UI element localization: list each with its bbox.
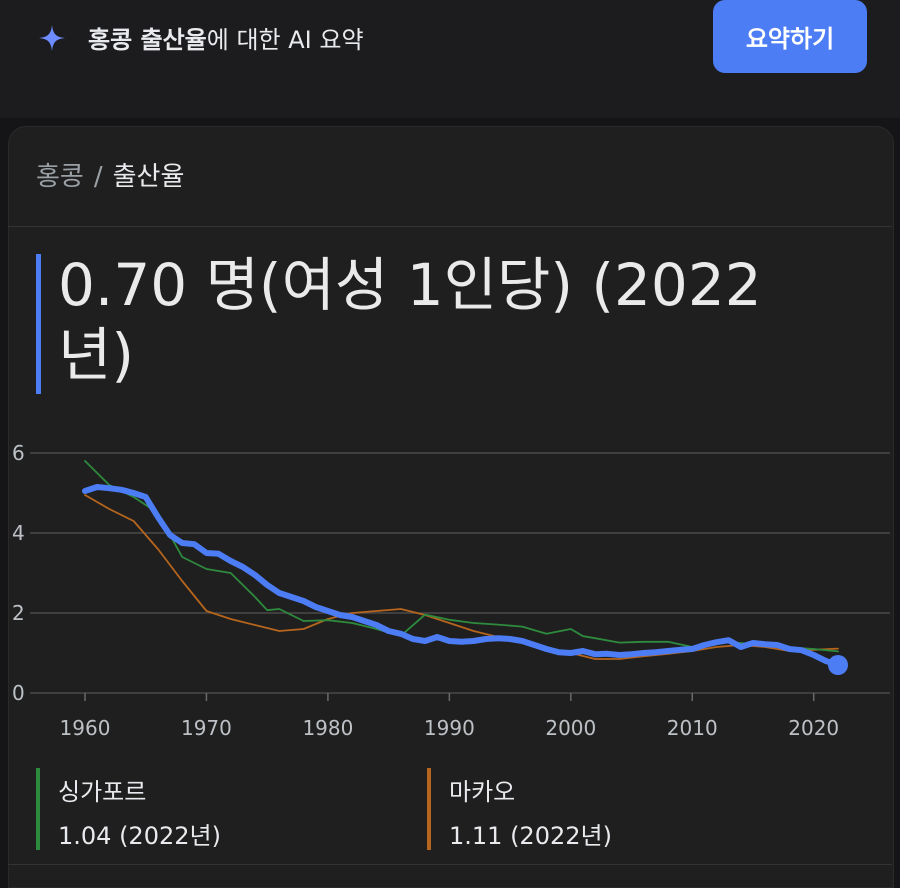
legend-name-macau: 마카오 [449,778,516,806]
headline-value: 0.70 명(여성 1인당) (2022년) [58,251,762,389]
x-tick-label: 2000 [545,716,596,740]
latest-point-marker[interactable] [828,655,848,675]
x-tick-label: 1990 [424,716,475,740]
series-line-macau [84,494,839,660]
breadcrumb: 홍콩 / 출산율 [36,156,184,193]
x-tick-label: 2020 [788,716,839,740]
x-tick-label: 1980 [302,716,353,740]
y-tick-label: 4 [12,521,25,545]
breadcrumb-separator: / [93,162,103,192]
breadcrumb-region[interactable]: 홍콩 [36,162,84,192]
summarize-button[interactable]: 요약하기 [713,0,867,73]
ai-summary-topic: 홍콩 출산율 [88,26,207,54]
y-tick-label: 2 [12,601,25,625]
ai-summary-title[interactable]: 홍콩 출산율에 대한 AI 요약 [88,20,364,55]
breadcrumb-metric: 출산율 [112,162,185,192]
x-tick-label: 2010 [667,716,718,740]
legend-color-macau [427,768,431,850]
y-tick-label: 0 [12,681,25,705]
statistics-card [8,126,894,888]
divider [8,226,892,227]
fertility-rate-chart[interactable]: 0 2 4 6 1960 1970 1980 1990 2000 2010 2020 [0,430,900,750]
x-tick-label: 1970 [181,716,232,740]
ai-summary-suffix: 에 대한 AI 요약 [206,26,364,54]
y-tick-label: 6 [12,441,25,465]
sparkle-icon [39,25,65,51]
x-tick-label: 1960 [60,716,111,740]
divider [8,864,892,865]
ai-summary-bar: 홍콩 출산율에 대한 AI 요약 요약하기 [0,0,900,118]
legend-value-singapore: 1.04 (2022년) [58,822,221,850]
legend-name-singapore: 싱가포르 [58,778,147,806]
series-line-hong-kong [82,484,841,668]
value-accent-bar [36,254,41,394]
legend-value-macau: 1.11 (2022년) [449,822,612,850]
legend-color-singapore [36,768,40,850]
series-line-singapore [84,460,839,653]
